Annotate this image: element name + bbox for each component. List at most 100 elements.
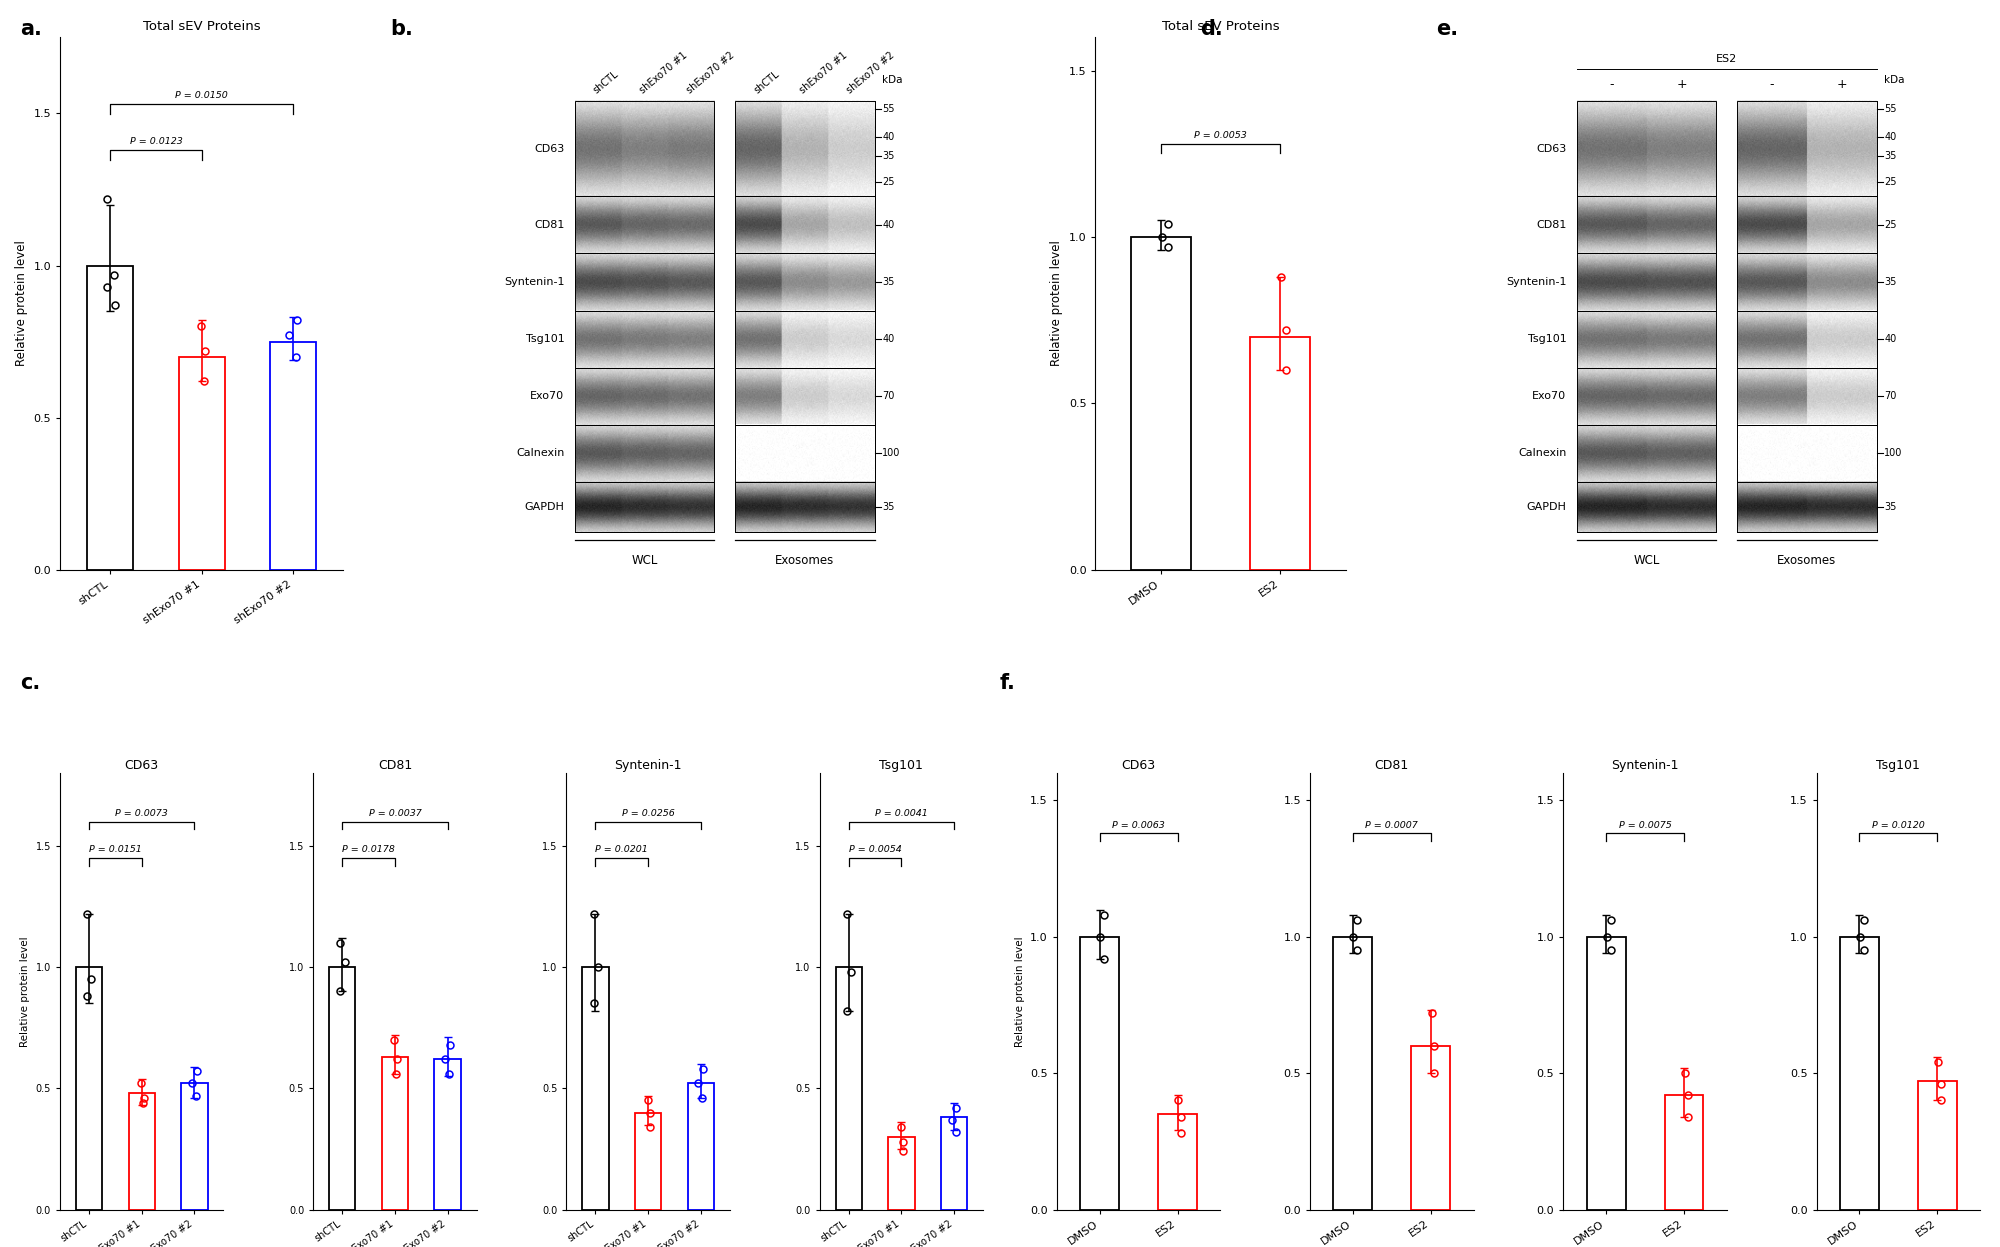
Bar <box>574 196 714 253</box>
Bar <box>574 253 714 311</box>
Bar <box>940 1117 968 1210</box>
Bar <box>1738 196 1876 253</box>
Bar <box>330 968 356 1210</box>
Bar <box>574 481 714 532</box>
Bar <box>1738 368 1876 425</box>
Text: P = 0.0150: P = 0.0150 <box>176 91 228 100</box>
Title: CD81: CD81 <box>378 759 412 772</box>
Text: 35: 35 <box>1884 151 1896 161</box>
Bar <box>1412 1046 1450 1210</box>
Text: 55: 55 <box>882 104 894 113</box>
Text: shCTL: shCTL <box>592 70 620 96</box>
Text: shExo70 #1: shExo70 #1 <box>638 51 690 96</box>
Title: CD81: CD81 <box>1374 759 1408 772</box>
Text: d.: d. <box>1200 19 1222 39</box>
Text: P = 0.0120: P = 0.0120 <box>1872 821 1924 829</box>
Text: Exosomes: Exosomes <box>776 554 834 566</box>
Bar <box>1576 101 1716 196</box>
Text: kDa: kDa <box>882 75 902 85</box>
Text: P = 0.0053: P = 0.0053 <box>1194 131 1246 140</box>
Text: +: + <box>1676 77 1686 91</box>
Y-axis label: Relative protein level: Relative protein level <box>14 241 28 367</box>
Bar <box>734 196 874 253</box>
Bar <box>734 368 874 425</box>
Bar <box>1576 425 1716 481</box>
Text: Syntenin-1: Syntenin-1 <box>1506 277 1566 287</box>
Bar <box>734 196 874 253</box>
Text: 35: 35 <box>1884 277 1896 287</box>
Bar <box>1576 196 1716 253</box>
Text: 25: 25 <box>882 177 894 187</box>
Text: 100: 100 <box>882 448 900 458</box>
Text: Tsg101: Tsg101 <box>1528 334 1566 344</box>
Bar <box>574 253 714 311</box>
Bar <box>1586 936 1626 1210</box>
Title: Syntenin-1: Syntenin-1 <box>614 759 682 772</box>
Text: b.: b. <box>390 19 412 39</box>
Bar <box>734 101 874 196</box>
Text: shExo70 #2: shExo70 #2 <box>844 51 896 96</box>
Text: P = 0.0075: P = 0.0075 <box>1618 821 1672 829</box>
Title: Syntenin-1: Syntenin-1 <box>1612 759 1678 772</box>
Text: P = 0.0073: P = 0.0073 <box>116 809 168 818</box>
Bar <box>734 481 874 532</box>
Bar <box>1576 253 1716 311</box>
Text: Calnexin: Calnexin <box>1518 448 1566 458</box>
Text: Syntenin-1: Syntenin-1 <box>504 277 564 287</box>
Title: Tsg101: Tsg101 <box>1876 759 1920 772</box>
Bar <box>1738 311 1876 368</box>
Bar <box>836 968 862 1210</box>
Text: f.: f. <box>1000 673 1016 693</box>
Bar <box>1738 196 1876 253</box>
Y-axis label: Relative protein level: Relative protein level <box>20 936 30 1046</box>
Bar <box>574 101 714 196</box>
Text: 40: 40 <box>882 132 894 142</box>
Text: Exosomes: Exosomes <box>1778 554 1836 566</box>
Text: 70: 70 <box>1884 392 1896 402</box>
Bar <box>76 968 102 1210</box>
Text: 35: 35 <box>882 277 894 287</box>
Text: P = 0.0123: P = 0.0123 <box>130 137 182 146</box>
Text: 100: 100 <box>1884 448 1902 458</box>
Text: shExo70 #1: shExo70 #1 <box>798 51 850 96</box>
Bar <box>1738 253 1876 311</box>
Text: P = 0.0201: P = 0.0201 <box>596 845 648 854</box>
Bar <box>1738 425 1876 481</box>
Bar <box>434 1059 460 1210</box>
Text: e.: e. <box>1436 19 1458 39</box>
Bar <box>182 1084 208 1210</box>
Bar <box>1738 253 1876 311</box>
Bar <box>1250 337 1310 570</box>
Bar <box>574 481 714 532</box>
Text: P = 0.0041: P = 0.0041 <box>876 809 928 818</box>
Bar <box>574 368 714 425</box>
Bar <box>734 425 874 481</box>
Text: c.: c. <box>20 673 40 693</box>
Text: Exo70: Exo70 <box>1532 392 1566 402</box>
Bar <box>1738 425 1876 481</box>
Bar <box>574 368 714 425</box>
Bar <box>1576 101 1716 196</box>
Text: +: + <box>1836 77 1848 91</box>
Bar <box>1664 1095 1704 1210</box>
Bar <box>734 368 874 425</box>
Text: shCTL: shCTL <box>752 70 780 96</box>
Bar <box>574 101 714 196</box>
Text: Tsg101: Tsg101 <box>526 334 564 344</box>
Text: WCL: WCL <box>1634 554 1660 566</box>
Bar <box>382 1056 408 1210</box>
Bar <box>1738 481 1876 532</box>
Bar <box>734 481 874 532</box>
Text: WCL: WCL <box>632 554 658 566</box>
Bar <box>574 425 714 481</box>
Bar <box>734 253 874 311</box>
Bar <box>88 266 134 570</box>
Bar <box>1738 101 1876 196</box>
Text: 35: 35 <box>1884 503 1896 513</box>
Text: CD63: CD63 <box>534 143 564 153</box>
Text: kDa: kDa <box>1884 75 1904 85</box>
Bar <box>1334 936 1372 1210</box>
Bar <box>1738 481 1876 532</box>
Bar <box>734 253 874 311</box>
Text: 40: 40 <box>882 219 894 229</box>
